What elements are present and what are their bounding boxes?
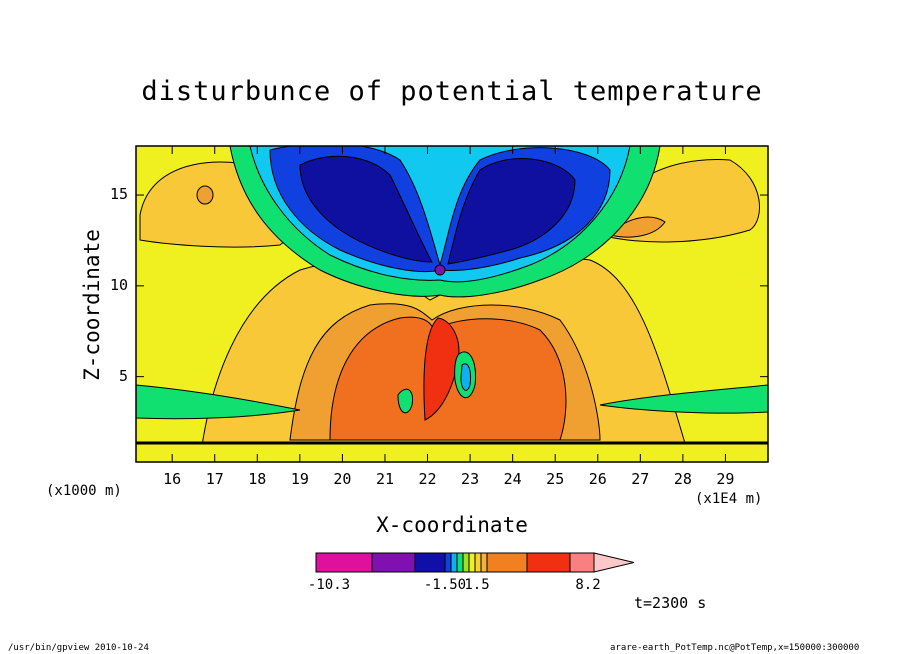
x-tick-label: 27 [631,470,650,488]
colorbar-segment [462,552,470,573]
colorbar-segment [468,552,476,573]
y-tick-label: 15 [109,185,128,204]
x-tick-label: 26 [588,470,607,488]
y-axis-label: Z-coordinate [80,229,104,381]
colorbar-label: -1.50 [423,577,467,593]
colorbar-segment [526,552,571,573]
contour-region-lower-cold-right-inner [460,363,471,391]
contour-ground-strip [136,443,768,462]
colorbar-segment [450,552,458,573]
x-tick-label: 21 [375,470,394,488]
y-tick-label: 10 [109,275,128,294]
x-axis-label: X-coordinate [376,513,528,537]
x-tick-label: 16 [163,470,182,488]
time-label: t=2300 s [634,594,707,612]
contour-region-cold-core-left [299,155,433,263]
x-tick-label: 29 [716,470,735,488]
y-axis-ticks [136,194,768,378]
colorbar-segment [444,552,452,573]
colorbar-extension-arrow [593,552,635,573]
colorbar-label: -10.3 [307,577,351,593]
colorbar [315,552,635,573]
plot-frame [135,145,769,463]
contour-region-left-band [136,384,301,420]
colorbar-segment [456,552,464,573]
y-unit-label: (x1000 m) [46,483,122,499]
contour-region-upper-left-spot [196,185,214,205]
contour-region-cold-core-right [447,158,576,265]
x-tick-label: 19 [290,470,309,488]
x-tick-label: 25 [546,470,565,488]
colorbar-segment [414,552,446,573]
contour-region-cold-minimum [434,264,446,276]
chart-title: disturbunce of potential temperature [141,76,763,107]
y-tick-label: 5 [118,366,128,385]
contour-region-lower-cold-left [397,388,414,414]
colorbar-label: 1.5 [464,577,490,593]
colorbar-segment [315,552,373,573]
contour-region-right-band [599,384,768,414]
x-tick-label: 17 [205,470,224,488]
x-axis-ticks [171,146,726,462]
colorbar-segment [371,552,416,573]
x-tick-label: 24 [503,470,522,488]
x-tick-label: 28 [673,470,692,488]
x-tick-label: 18 [248,470,267,488]
colorbar-segment [474,552,482,573]
colorbar-segment [486,552,528,573]
colorbar-segment [480,552,488,573]
footer-source: arare-earth_PotTemp.nc@PotTemp,x=150000:… [610,643,860,653]
colorbar-label: 8.2 [575,577,601,593]
x-tick-label: 22 [418,470,437,488]
contour-region-hot-core [423,317,460,421]
x-unit-label: (x1E4 m) [695,491,763,507]
colorbar-segment [569,552,595,573]
x-tick-label: 23 [461,470,480,488]
footer-command: /usr/bin/gpview 2010-10-24 [8,643,149,653]
x-tick-label: 20 [333,470,352,488]
